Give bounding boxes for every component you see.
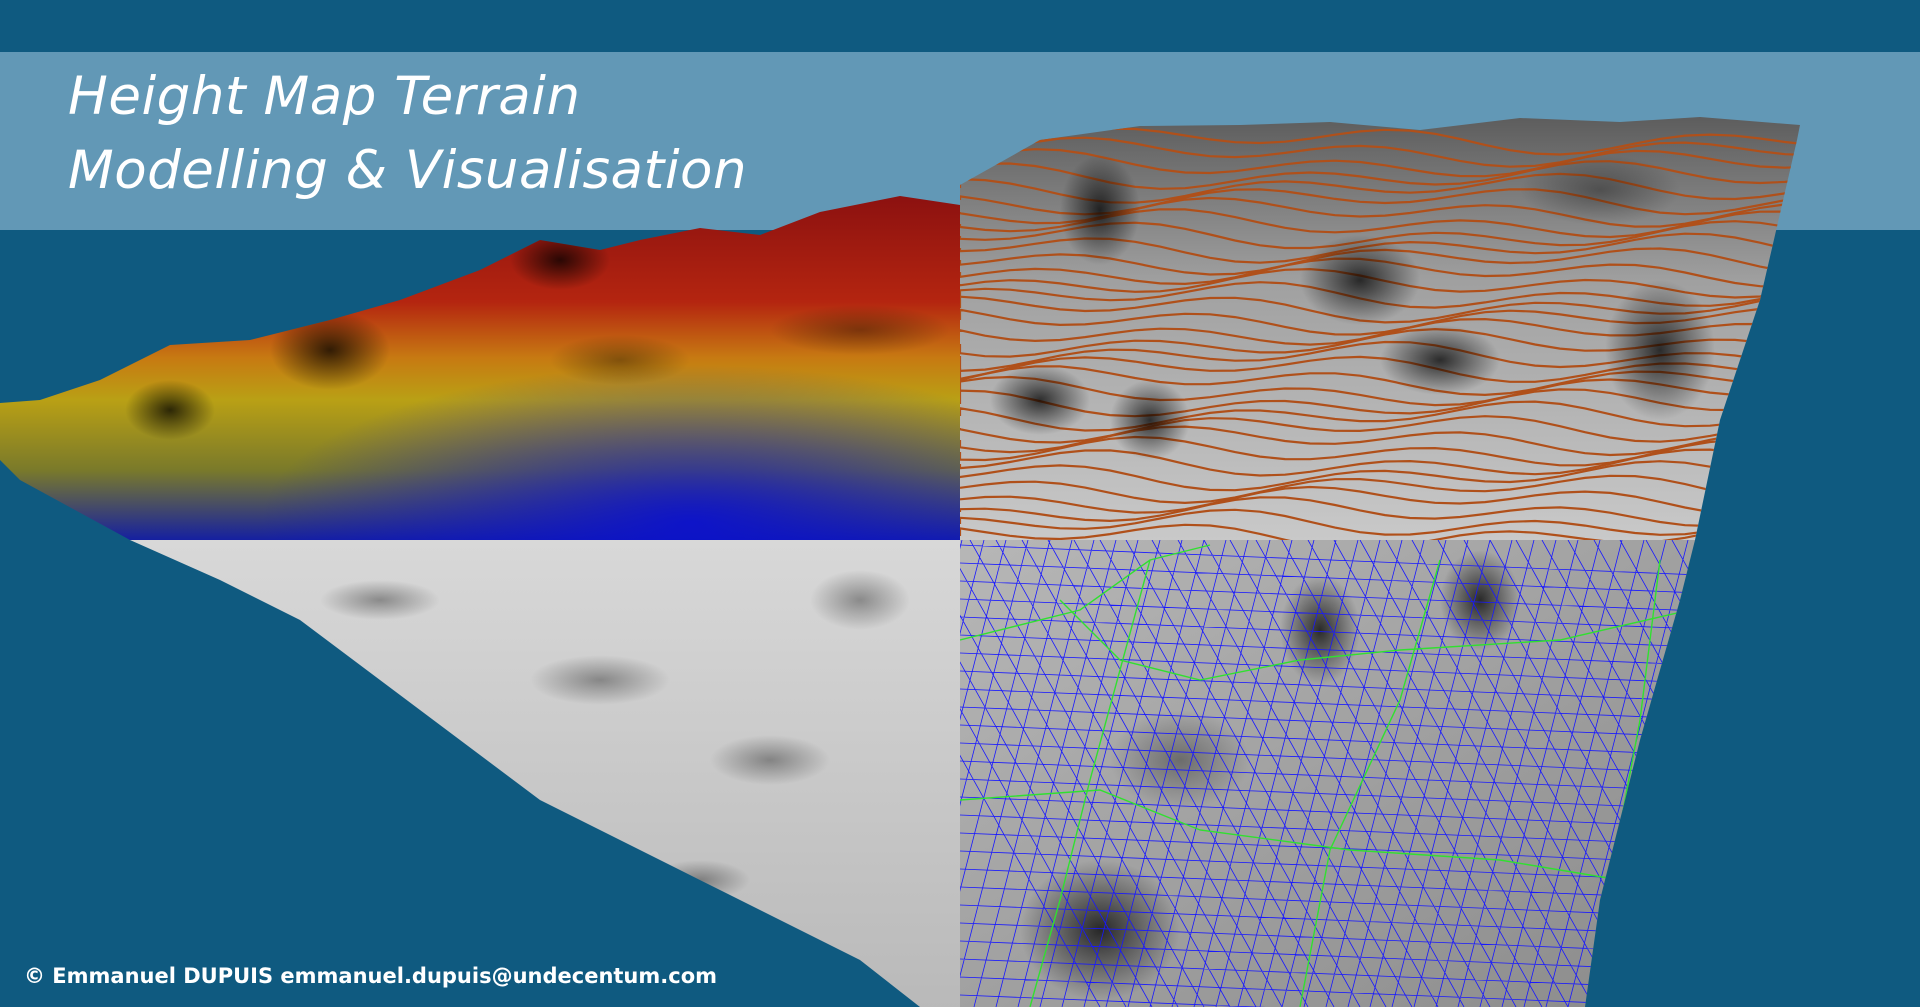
mesh-coarse-lines [960, 544, 1691, 1007]
contour-line [960, 435, 1800, 467]
title-line-1: Height Map Terrain [68, 66, 581, 127]
contour-line [960, 415, 1800, 444]
contour-line [960, 136, 1800, 168]
contour-line [960, 400, 1800, 432]
contour-panel [960, 117, 1800, 540]
wireframe-panel [960, 540, 1695, 1007]
contour-line [960, 520, 1800, 540]
contour-line [960, 448, 1800, 477]
contour-line [960, 148, 1800, 178]
title-line-2: Modelling & Visualisation [68, 140, 748, 201]
contour-line [960, 460, 1800, 492]
mesh-fine-lines [960, 540, 1695, 1007]
shaded-panel [130, 540, 960, 1007]
contour-line [960, 496, 1800, 528]
height-color-panel [0, 196, 960, 540]
copyright-footer: © Emmanuel DUPUIS emmanuel.dupuis@undece… [24, 964, 717, 988]
contour-line [960, 508, 1800, 536]
contour-line [960, 485, 1800, 516]
contour-line [960, 474, 1800, 505]
